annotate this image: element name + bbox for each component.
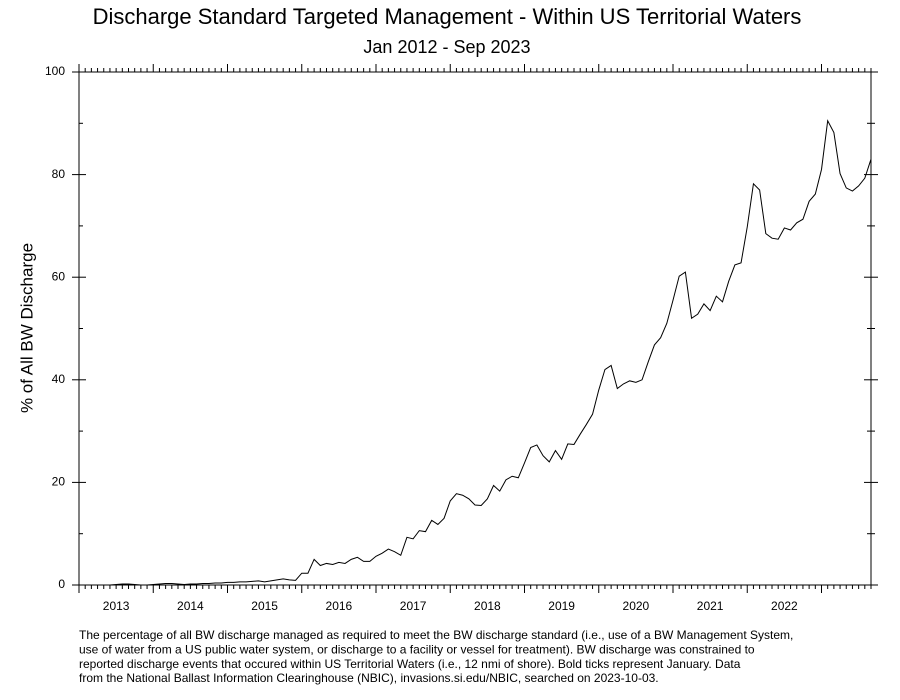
x-tick-label: 2022 xyxy=(771,599,798,613)
x-tick-label: 2014 xyxy=(177,599,204,613)
plot-frame xyxy=(78,71,872,586)
x-tick-label: 2020 xyxy=(623,599,650,613)
y-tick-label: 100 xyxy=(45,64,65,78)
x-tick-label: 2016 xyxy=(326,599,353,613)
footnote-line: The percentage of all BW discharge manag… xyxy=(79,628,793,642)
y-tick-label: 60 xyxy=(52,269,66,283)
x-tick-label: 2013 xyxy=(103,599,130,613)
footnote-line: from the National Ballast Information Cl… xyxy=(79,671,659,685)
footnote-line: use of water from a US public water syst… xyxy=(79,642,755,656)
x-tick-label: 2017 xyxy=(400,599,427,613)
chart-title: Discharge Standard Targeted Management -… xyxy=(93,4,802,29)
x-tick-label: 2019 xyxy=(548,599,575,613)
y-axis-label: % of All BW Discharge xyxy=(17,243,36,413)
x-tick-label: 2021 xyxy=(697,599,724,613)
y-tick-label: 0 xyxy=(58,577,65,591)
data-line xyxy=(79,119,872,586)
y-tick-label: 40 xyxy=(52,372,66,386)
chart-subtitle: Jan 2012 - Sep 2023 xyxy=(363,37,530,57)
y-tick-label: 80 xyxy=(52,167,66,181)
x-tick-label: 2018 xyxy=(474,599,501,613)
y-tick-label: 20 xyxy=(52,475,66,489)
x-tick-label: 2015 xyxy=(251,599,278,613)
footnote-line: reported discharge events that occured w… xyxy=(79,657,741,671)
